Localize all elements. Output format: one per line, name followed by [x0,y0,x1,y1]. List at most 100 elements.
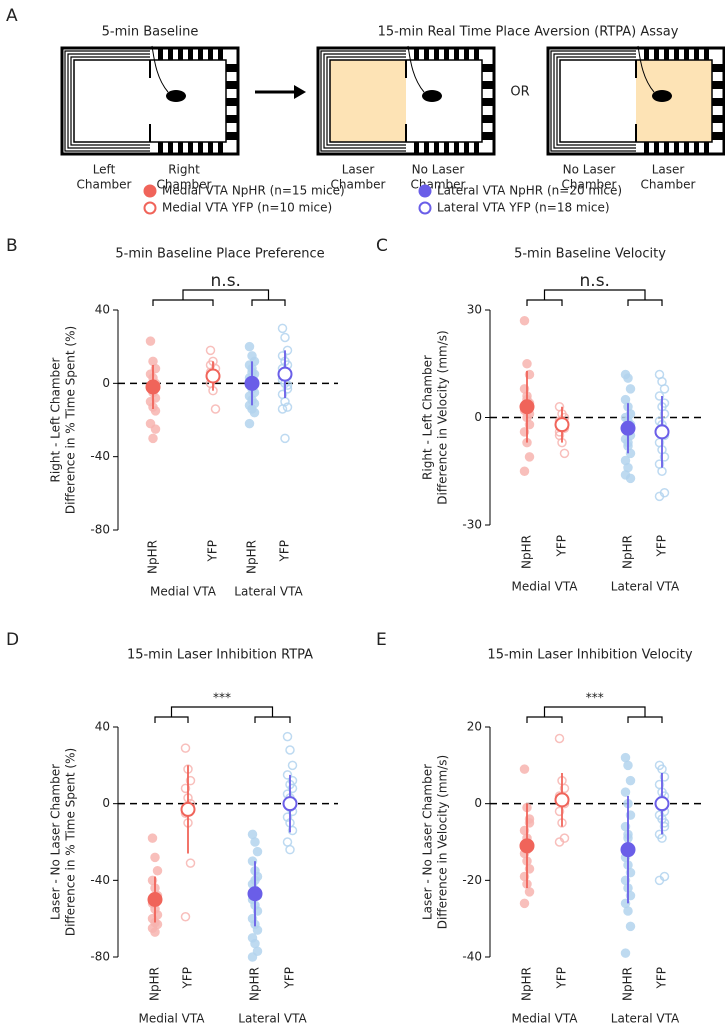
data-point [282,384,293,394]
data-point [282,812,293,822]
data-point [625,384,636,394]
data-point [252,925,263,935]
stripe [712,64,724,72]
stripe [414,48,419,60]
data-point [150,424,161,434]
data-point [554,806,565,817]
stripe [434,142,439,154]
y-tick-label: 40 [95,720,110,734]
x-tick-label: YFP [278,540,292,562]
chamber-label: Left [93,163,116,177]
chamber [316,45,496,156]
group-label: Medial VTA [511,580,578,594]
stripe [178,48,183,60]
stripe [414,142,419,154]
stripe [684,142,689,154]
data-point [282,837,293,847]
data-point [250,837,260,847]
stripe [482,115,494,123]
data-point [659,384,670,394]
data-point [620,752,631,763]
significance-bracket [154,706,291,723]
y-tick-label: 0 [102,796,110,810]
data-point [185,775,196,786]
significance-label: *** [586,691,604,705]
x-tick-label: NpHR [520,535,534,569]
or-label: OR [510,85,529,100]
data-point [285,844,295,855]
cable [407,45,425,93]
laser-zone [330,60,406,142]
y-tick-label: 0 [474,796,482,810]
mean-marker [620,842,636,858]
stripe [664,142,669,154]
data-point [654,875,665,886]
mean-marker [554,417,570,433]
y-tick-label: 0 [102,376,110,390]
stripe [674,48,679,60]
data-point [180,743,191,753]
data-point [623,373,633,383]
data-point [252,846,263,857]
data-point [620,948,631,958]
data-point [282,731,293,742]
stripe [208,48,213,60]
stripe [226,132,238,140]
data-point [147,833,158,843]
data-point [519,898,530,909]
data-point [277,323,288,334]
significance-bracket [526,289,663,306]
frame-line [553,53,636,149]
stripe [664,48,669,60]
mean-marker [620,420,636,436]
y-tick-label: -40 [90,873,110,887]
data-point [522,359,532,369]
data-point [249,407,260,418]
legend-marker [418,201,432,215]
chamber-label: Chamber [641,178,696,192]
significance-label: *** [213,691,231,705]
group-label: Lateral VTA [611,580,680,594]
data-point [659,398,670,408]
data-point [247,952,258,962]
stripe [482,64,494,72]
x-tick-label: YFP [181,967,195,989]
y-tick-label: -40 [90,449,110,463]
stripe [444,48,449,60]
data-point [524,887,535,897]
data-point [277,404,288,414]
group-label: Medial VTA [138,1012,205,1024]
stripe [644,48,649,60]
stripe [712,81,724,89]
stripe [168,142,173,154]
panel-letter: D [6,630,19,650]
stripe [226,115,238,123]
data-point [519,764,530,774]
stripe [474,48,479,60]
data-point [287,760,298,771]
mean-marker [282,796,298,812]
data-point [623,906,633,916]
chart-title: 5-min Baseline Place Preference [115,247,324,262]
mean-marker [554,792,570,808]
y-axis-label: Laser - No Laser Chamber [421,764,435,920]
data-point [659,818,670,828]
mean-marker [145,379,161,395]
x-tick-label: YFP [655,535,669,557]
stripe [218,142,223,154]
chart-title: 15-min Laser Inhibition RTPA [127,648,313,663]
stripe [654,142,659,154]
mean-marker [654,796,670,812]
chamber-label: Laser [652,163,685,177]
data-point [244,418,255,429]
data-point [152,866,163,876]
chamber-outer [316,46,496,156]
group-label: Medial VTA [150,585,217,599]
stripe [674,142,679,154]
data-point [282,770,293,780]
stripe [226,98,238,106]
frame-line [550,50,636,152]
stripe [444,142,449,154]
chamber-label: Chamber [157,178,212,192]
